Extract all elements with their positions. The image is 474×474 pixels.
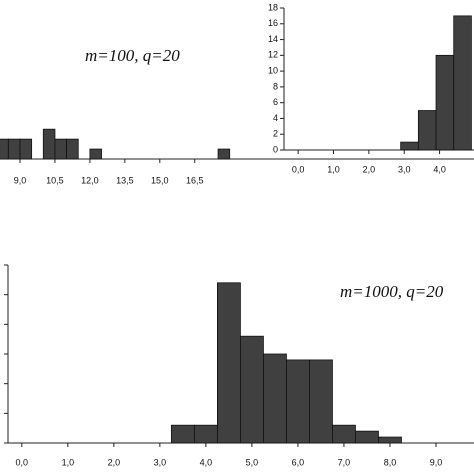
bar [417,110,437,151]
bar [453,15,472,151]
bar [332,424,356,444]
x-tick-label: 7,0 [338,457,351,467]
x-tick-label: 12,0 [81,175,99,185]
annotation: m=1000, q=20 [340,282,444,301]
bar [309,359,333,444]
x-tick-label: 5,0 [246,457,259,467]
bar [286,359,310,444]
bar [263,353,287,444]
bar [217,148,231,160]
bar [355,430,379,444]
x-tick-label: 6,0 [292,457,305,467]
bar [216,282,241,444]
x-tick-label: 9,0 [14,175,27,185]
bar [400,141,419,151]
y-tick-label: 2 [273,129,278,139]
x-tick-label: 13,5 [116,175,134,185]
y-tick-label: 16 [268,18,278,28]
x-tick-label: 2,0 [363,164,376,174]
bar [193,424,218,444]
x-tick-label: 16,5 [186,175,204,185]
y-tick-label: 0 [273,144,278,154]
x-tick-label: 15,0 [151,175,169,185]
x-tick-label: 9,0 [430,457,443,467]
x-tick-label: 1,0 [62,457,75,467]
bar [89,148,102,160]
x-tick-label: 10,5 [46,175,64,185]
y-tick-label: 12 [268,50,278,60]
annotation: m=100, q=20 [85,46,180,65]
bar [7,138,21,160]
y-tick-label: 18 [268,2,278,12]
x-tick-label: 3,0 [154,457,167,467]
bar [170,424,195,444]
x-tick-label: 4,0 [433,164,446,174]
bar [378,436,402,444]
bar [435,54,455,151]
bar [54,138,68,160]
y-tick-label: 14 [268,34,278,44]
bar [19,138,33,160]
y-tick-label: 10 [268,65,278,75]
y-tick-label: 8 [273,81,278,91]
x-tick-label: 4,0 [200,457,213,467]
bar [239,335,264,444]
y-tick-label: 4 [273,113,278,123]
x-tick-label: 2,0 [108,457,121,467]
x-tick-label: 3,0 [398,164,411,174]
x-tick-label: 0,0 [292,164,305,174]
bar [42,128,56,160]
x-tick-label: 8,0 [384,457,397,467]
x-tick-label: 0,0 [16,457,29,467]
bar [0,138,9,160]
y-tick-label: 6 [273,97,278,107]
bar [66,138,79,160]
x-tick-label: 1,0 [327,164,340,174]
